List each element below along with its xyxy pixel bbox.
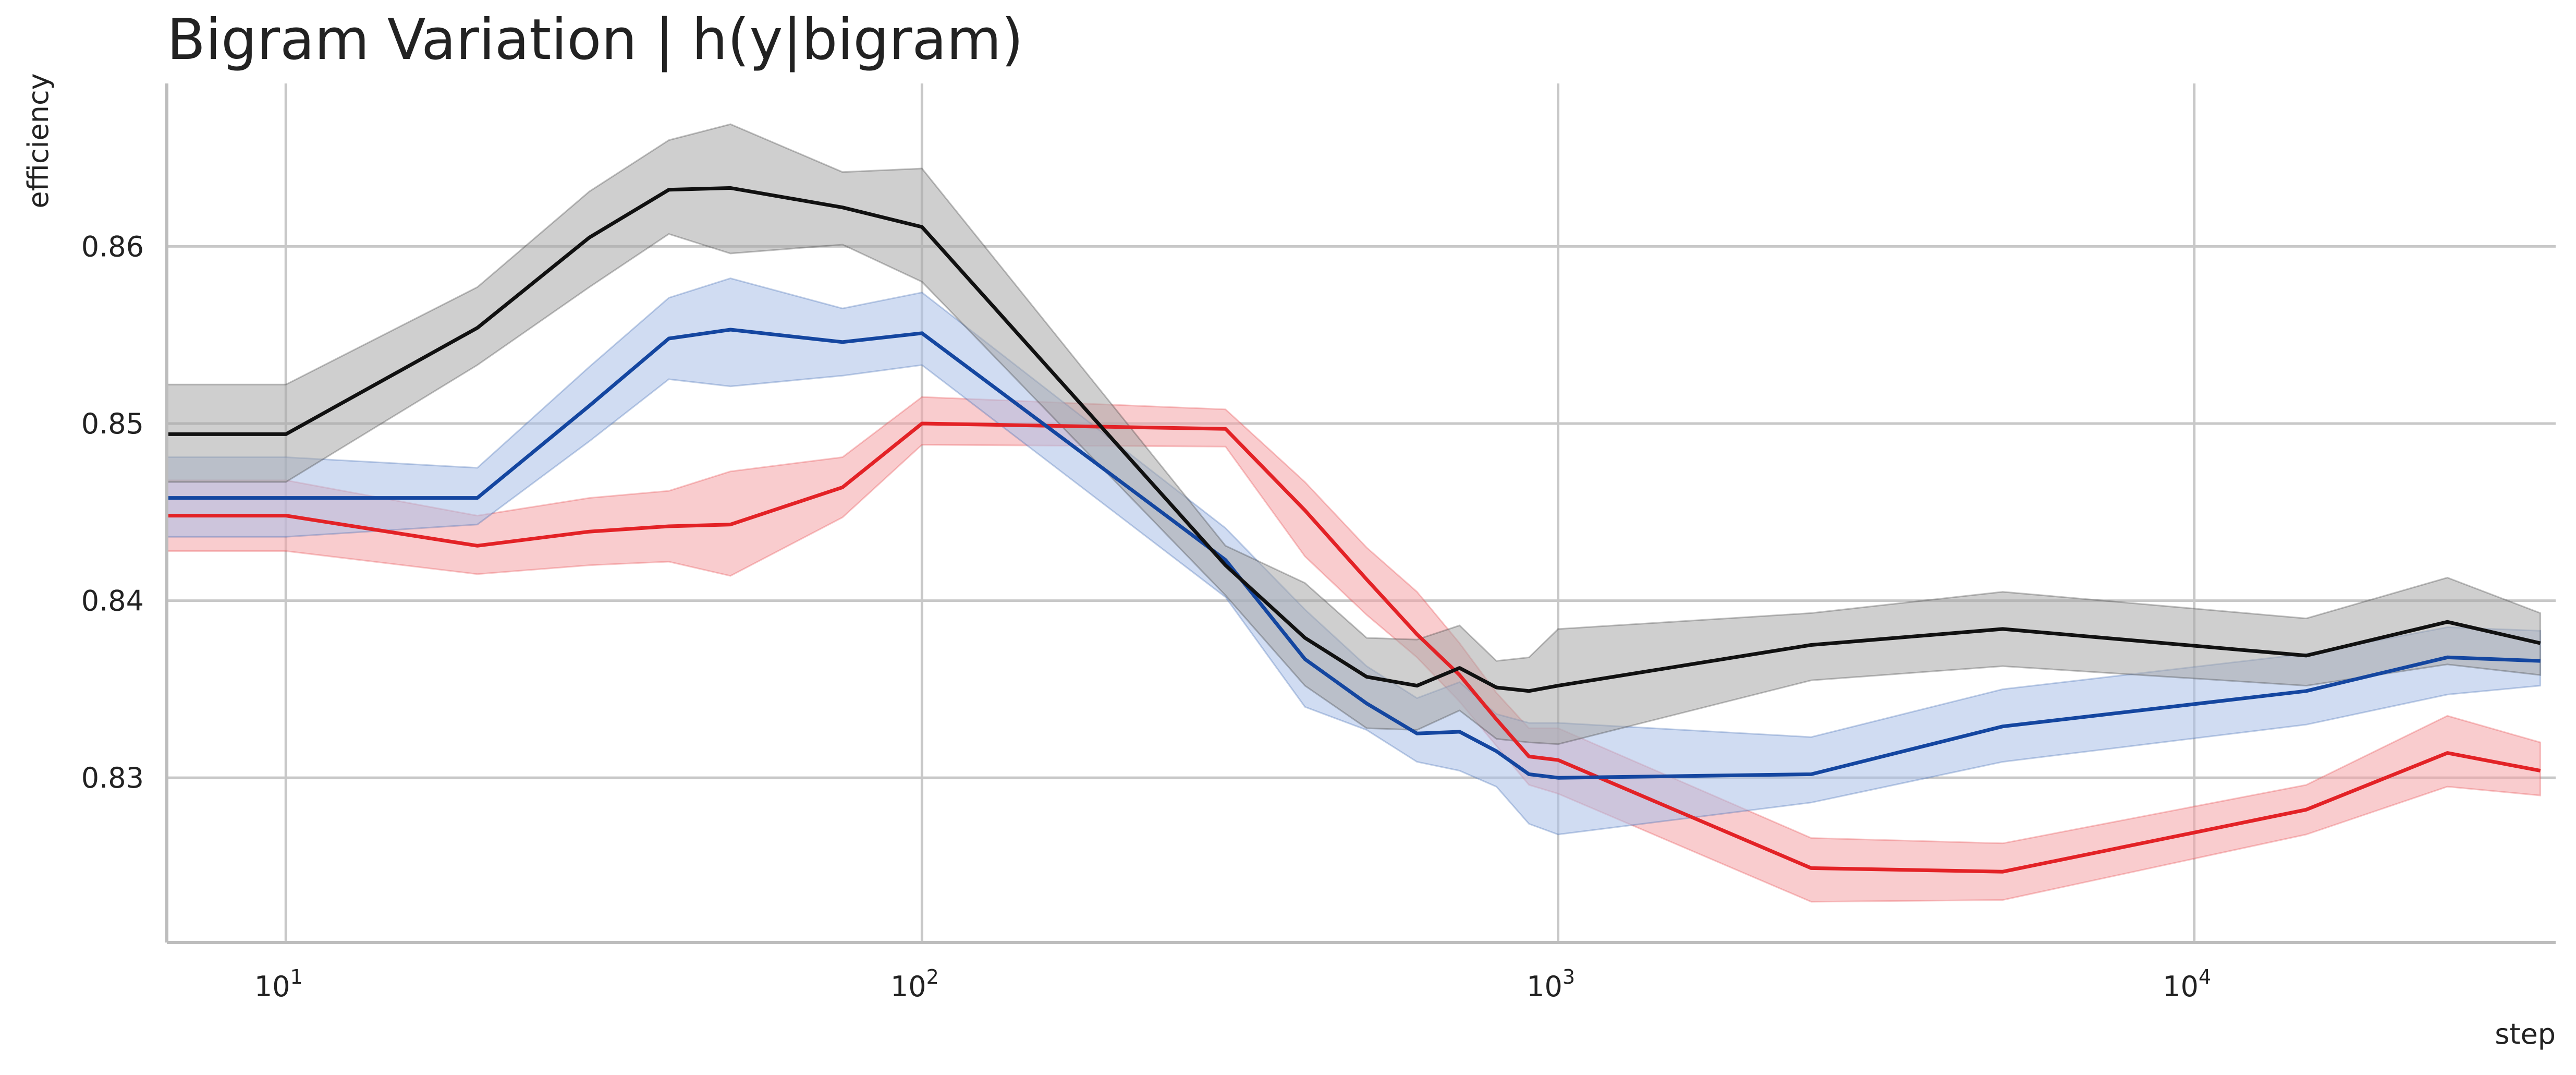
x-tick-label: 103 [1527,965,1575,1003]
x-tick-label: 102 [890,965,939,1003]
x-tick-label: 101 [254,965,303,1003]
chart-title: Bigram Variation | h(y|bigram) [167,7,1023,73]
y-tick-label: 0.84 [81,585,144,618]
y-tick-label: 0.83 [81,762,144,794]
x-axis-label: step [2495,1018,2556,1050]
series-0-line [167,421,2541,874]
band-layer [166,123,2542,903]
line-layer [167,186,2541,874]
series-2-line [167,186,2541,693]
tick-layer: 0.83 0.84 0.85 0.86 101 102 103 104 [81,230,2211,1003]
series-1-confidence-band [166,277,2542,836]
y-axis-label: efficiency [22,73,55,208]
series-1-line [167,328,2541,780]
y-tick-label: 0.86 [81,230,144,263]
y-tick-label: 0.85 [81,407,144,440]
x-tick-label: 104 [2163,965,2211,1003]
series-0-confidence-band [166,396,2542,903]
axis-layer [165,83,2556,944]
series-2-confidence-band [166,123,2542,745]
